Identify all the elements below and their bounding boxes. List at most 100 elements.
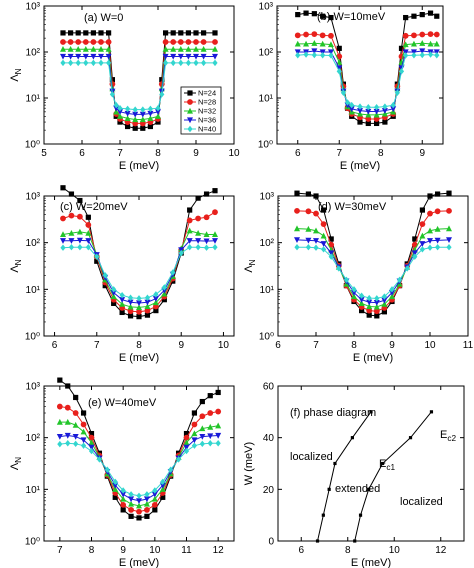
data-point bbox=[85, 229, 92, 236]
y-tick-label: 10³ bbox=[26, 192, 41, 203]
data-point bbox=[140, 106, 146, 113]
data-point bbox=[427, 51, 434, 58]
data-point bbox=[155, 105, 161, 112]
y-tick-label: 10² bbox=[26, 433, 41, 444]
x-tick-label: 11 bbox=[463, 340, 474, 351]
x-tick-label: 8 bbox=[345, 545, 351, 556]
data-point bbox=[357, 108, 363, 114]
data-point bbox=[119, 309, 125, 316]
panel-f: 6 8 10 12 0 20 40 60 E (meV) W (meV) (f) phase dia… bbox=[243, 382, 465, 568]
data-point bbox=[68, 229, 75, 236]
data-point bbox=[366, 312, 372, 318]
data-point bbox=[446, 243, 452, 251]
data-point bbox=[183, 430, 190, 437]
data-point bbox=[203, 191, 210, 197]
data-point bbox=[85, 238, 92, 244]
data-point bbox=[365, 120, 371, 127]
data-point bbox=[98, 39, 104, 45]
data-point bbox=[128, 506, 134, 513]
data-point bbox=[336, 265, 342, 272]
panel-title: (a) W=0 bbox=[84, 12, 123, 24]
data-point bbox=[357, 119, 363, 125]
data-point bbox=[94, 258, 100, 264]
data-point bbox=[303, 10, 309, 16]
data-point bbox=[75, 59, 81, 67]
y-tick-label: 10¹ bbox=[259, 94, 274, 105]
data-point bbox=[155, 113, 161, 119]
data-point bbox=[215, 422, 222, 429]
data-point bbox=[328, 250, 335, 257]
x-tick-label: 7 bbox=[94, 340, 100, 351]
data-point bbox=[305, 237, 312, 244]
data-point bbox=[136, 498, 142, 504]
data-point bbox=[127, 294, 134, 301]
data-point bbox=[433, 40, 440, 47]
x-tick-label: 6 bbox=[52, 340, 58, 351]
data-point bbox=[402, 41, 409, 48]
data-point bbox=[162, 53, 169, 60]
data-point bbox=[152, 507, 158, 513]
data-point bbox=[365, 104, 371, 111]
data-point bbox=[411, 52, 417, 59]
data-point bbox=[160, 494, 166, 500]
data-point bbox=[147, 123, 153, 130]
data-point bbox=[411, 250, 418, 257]
data-point bbox=[193, 53, 199, 60]
data-point bbox=[408, 436, 413, 440]
data-point bbox=[373, 303, 380, 310]
data-point bbox=[120, 507, 126, 513]
data-point bbox=[60, 59, 66, 67]
data-point bbox=[199, 425, 206, 432]
data-point bbox=[110, 290, 117, 296]
data-point bbox=[132, 125, 138, 131]
data-point bbox=[427, 40, 434, 47]
data-point bbox=[147, 110, 154, 117]
x-tick-label: 7 bbox=[336, 148, 342, 159]
data-point bbox=[76, 213, 83, 220]
data-point bbox=[82, 39, 89, 45]
data-point bbox=[294, 32, 301, 39]
data-point bbox=[320, 232, 327, 239]
data-point bbox=[128, 500, 135, 507]
data-point bbox=[336, 59, 343, 65]
data-point bbox=[203, 214, 210, 221]
data-point bbox=[320, 221, 327, 227]
data-point bbox=[147, 115, 154, 122]
data-point bbox=[427, 10, 434, 16]
y-tick-label: 40 bbox=[263, 433, 275, 444]
data-point bbox=[434, 208, 441, 215]
data-point bbox=[351, 293, 357, 300]
data-point bbox=[419, 31, 426, 38]
data-point bbox=[178, 30, 184, 36]
data-point bbox=[191, 430, 198, 437]
data-point bbox=[427, 244, 433, 251]
data-point bbox=[374, 313, 380, 319]
data-point bbox=[201, 30, 207, 36]
data-point bbox=[381, 293, 387, 300]
series-line-N=40 bbox=[297, 54, 437, 108]
data-point bbox=[351, 286, 357, 293]
data-point bbox=[429, 410, 434, 414]
data-point bbox=[203, 238, 210, 245]
data-point bbox=[195, 215, 202, 222]
data-point bbox=[68, 238, 75, 244]
data-point bbox=[82, 53, 89, 60]
x-tick-label: 12 bbox=[435, 545, 447, 556]
data-point bbox=[177, 53, 184, 60]
data-point bbox=[90, 59, 96, 67]
series-group bbox=[56, 377, 222, 521]
data-point bbox=[88, 439, 95, 446]
data-point bbox=[305, 208, 312, 215]
legend-marker bbox=[187, 99, 193, 105]
data-point bbox=[207, 433, 214, 440]
data-point bbox=[132, 106, 138, 113]
data-point bbox=[366, 307, 373, 314]
data-point bbox=[382, 103, 388, 110]
data-point bbox=[105, 46, 112, 52]
data-point bbox=[144, 303, 151, 310]
data-point bbox=[200, 53, 207, 60]
data-point bbox=[305, 243, 311, 251]
data-point bbox=[201, 59, 207, 67]
x-ticks: 7 8 9 10 11 12 bbox=[57, 386, 224, 556]
data-point bbox=[215, 440, 221, 447]
